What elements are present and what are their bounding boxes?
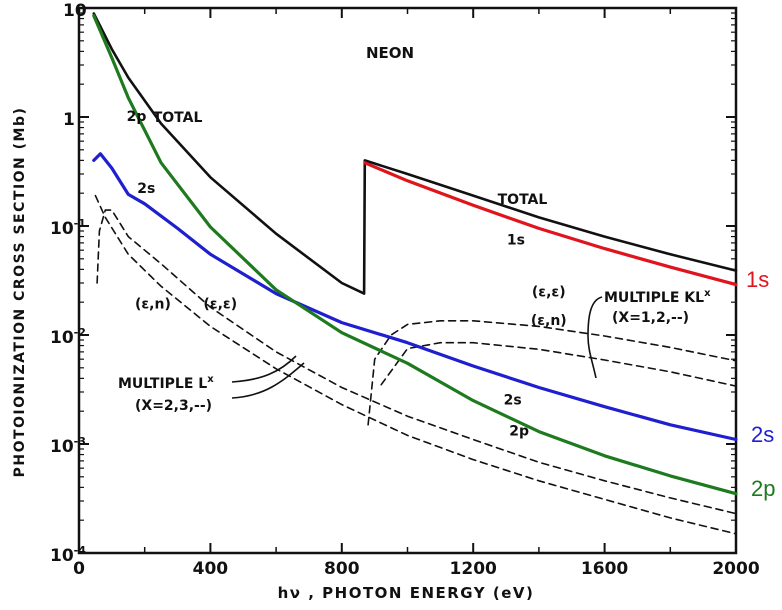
multiple-l-line2: (X=2,3,--) bbox=[135, 398, 212, 414]
series-line--n- bbox=[96, 209, 737, 515]
series-layer bbox=[92, 12, 738, 535]
x-tick-label: 800 bbox=[324, 559, 360, 579]
curve-label: (ε,ε) bbox=[532, 285, 566, 301]
multiple-l-sup: x bbox=[207, 374, 214, 385]
curve-label: (ε,ε) bbox=[203, 297, 237, 313]
multiple-kl-line2: (X=1,2,--) bbox=[612, 310, 689, 326]
series-line-2s bbox=[92, 152, 738, 442]
x-tick-label: 1200 bbox=[450, 559, 497, 579]
curve-label: (ε,n) bbox=[531, 313, 567, 329]
multiple-l-leader bbox=[231, 362, 305, 399]
multiple-kl-bracket bbox=[587, 296, 603, 379]
curve-label: 2p bbox=[127, 109, 147, 125]
series-line-1s bbox=[363, 161, 738, 287]
y-tick-label: 10 bbox=[63, 1, 87, 21]
multiple-l-leader bbox=[231, 355, 297, 383]
side-label-1s: 1s bbox=[746, 267, 769, 292]
series-line-total bbox=[92, 12, 738, 295]
x-tick-label: 400 bbox=[193, 559, 229, 579]
y-tick-label: 1 bbox=[63, 110, 75, 130]
x-axis-title: hν , PHOTON ENERGY (eV) bbox=[278, 584, 535, 602]
x-tick-labels: 0 400 800 1200 1600 2000 bbox=[73, 559, 760, 579]
svg-text:MULTIPLE Lx: MULTIPLE Lx bbox=[118, 374, 214, 392]
multiple-l-annotation: MULTIPLE Lx (X=2,3,--) bbox=[118, 355, 305, 414]
x-tick-label: 2000 bbox=[712, 559, 759, 579]
y-tick-label: 10-1 bbox=[50, 217, 86, 239]
y-tick-label: 10-2 bbox=[50, 326, 86, 348]
y-axis-title: PHOTOIONIZATION CROSS SECTION (Mb) bbox=[12, 107, 28, 478]
curve-label: 2s bbox=[504, 393, 522, 409]
series-line-2p bbox=[92, 14, 738, 496]
multiple-l-line1: MULTIPLE L bbox=[118, 376, 207, 392]
x-tick-label: 0 bbox=[73, 559, 85, 579]
axis-ticks bbox=[78, 7, 737, 554]
multiple-kl-sup: x bbox=[704, 288, 711, 299]
curve-label: 2p bbox=[509, 423, 529, 439]
x-tick-label: 1600 bbox=[581, 559, 628, 579]
curve-label: 2s bbox=[137, 181, 155, 197]
y-tick-label: 10-4 bbox=[50, 544, 86, 566]
side-label-2s: 2s bbox=[751, 422, 774, 447]
y-tick-labels: 10-4 10-3 10-2 10-1 1 10 bbox=[50, 1, 87, 566]
plot-frame bbox=[77, 6, 738, 555]
curve-label: TOTAL bbox=[498, 192, 548, 208]
curve-label: 1s bbox=[507, 232, 525, 248]
y-tick-label: 10-3 bbox=[50, 435, 86, 457]
svg-text:MULTIPLE KLx: MULTIPLE KLx bbox=[604, 288, 711, 306]
curve-label: TOTAL bbox=[153, 110, 203, 126]
chart-title: NEON bbox=[366, 44, 414, 62]
side-label-2p: 2p bbox=[751, 476, 775, 501]
series-line-multiple-kl-n- bbox=[380, 341, 737, 387]
curve-labels: TOTAL 2p 2s TOTAL 1s (ε,n) (ε,ε) (ε,ε) (ε,n) 2s 2p bbox=[127, 109, 567, 439]
multiple-kl-line1: MULTIPLE KL bbox=[604, 290, 704, 306]
multiple-kl-annotation: MULTIPLE KLx (X=1,2,--) bbox=[587, 288, 711, 379]
series-line-- bbox=[94, 194, 737, 535]
curve-label: (ε,n) bbox=[135, 297, 171, 313]
